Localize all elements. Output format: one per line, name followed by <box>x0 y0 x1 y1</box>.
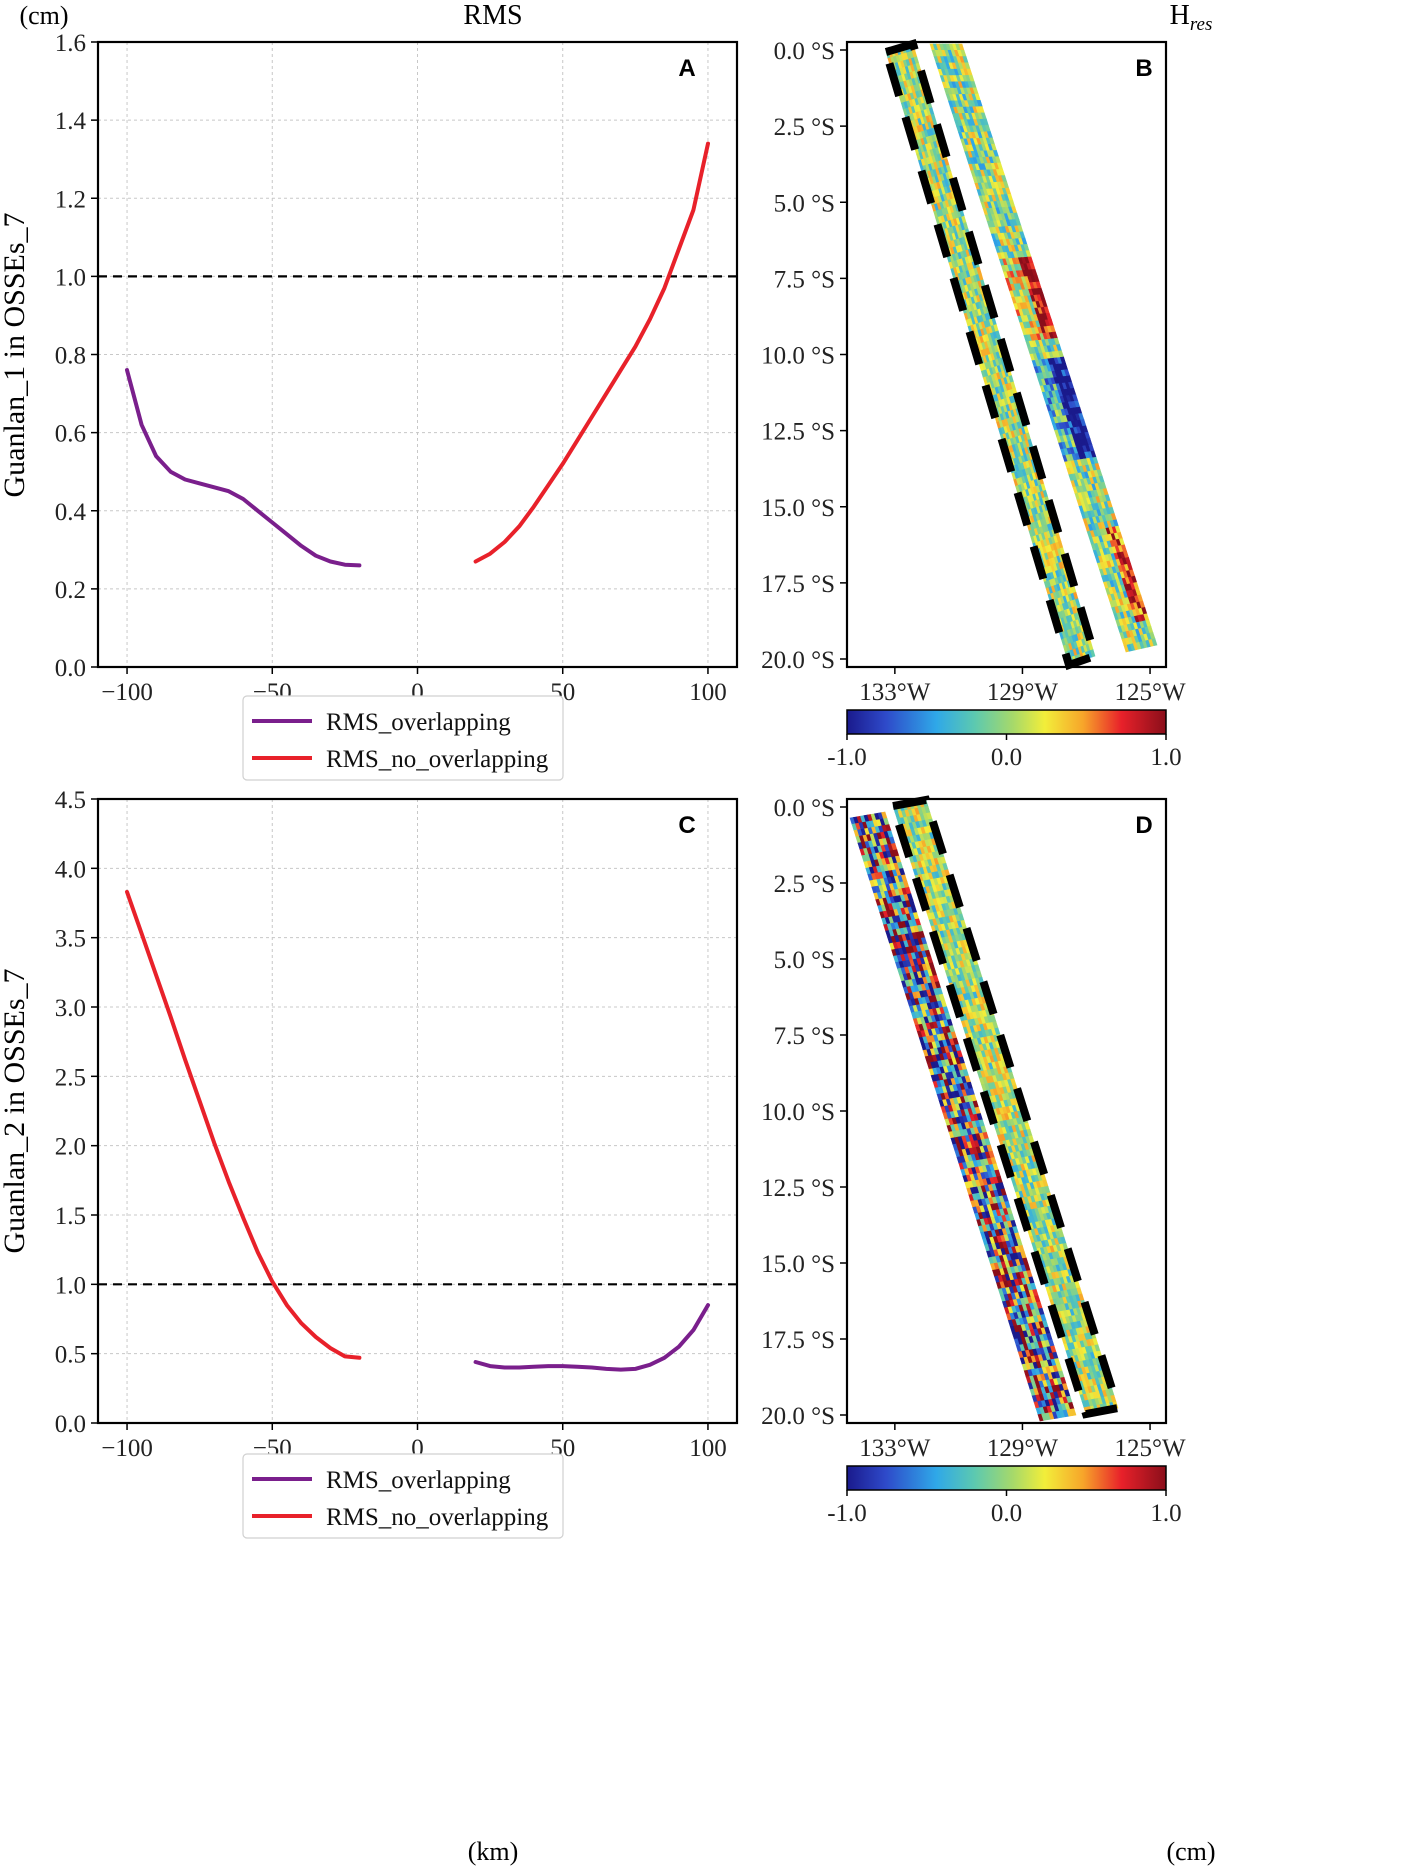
colorbar: -1.0 0.0 1.0 <box>827 1465 1182 1527</box>
legend-label-rms-no-overlapping: RMS_no_overlapping <box>326 1504 549 1531</box>
colorbar: -1.0 0.0 1.0 <box>827 709 1182 771</box>
y-tick-label: 1.6 <box>55 30 86 57</box>
y-tick-label: 0.8 <box>55 343 86 370</box>
colorbar-gradient <box>846 1465 1167 1491</box>
y-tick-label: 3.5 <box>55 926 86 953</box>
legend-label-rms-overlapping: RMS_overlapping <box>326 1467 511 1494</box>
series-line-rms-overlapping <box>125 368 362 568</box>
colorbar-gradient <box>846 709 1167 735</box>
panel-b-hres-map: 0.0 °S 2.5 °S 5.0 °S 7.5 °S 10.0 °S 12.5 °S 15… <box>761 38 1186 771</box>
lon-tick-label: 133°W <box>859 1435 930 1462</box>
y-tick-label: 0.0 <box>55 1411 86 1438</box>
grid-lines <box>98 41 737 668</box>
y-tick-label: 0.5 <box>55 1342 86 1369</box>
swath-stripe <box>892 799 1119 1415</box>
lat-tick-label: 5.0 °S <box>774 947 835 974</box>
hres-title-main: H <box>1170 0 1190 31</box>
lat-tick-label: 15.0 °S <box>761 1251 835 1278</box>
overlap-region-outline <box>887 795 1124 1419</box>
panel-letter: D <box>1135 812 1152 839</box>
lat-tick-label: 7.5 °S <box>774 1023 835 1050</box>
lat-tick-label: 5.0 °S <box>774 190 835 217</box>
lat-tick-label: 0.0 °S <box>774 38 835 65</box>
y-tick-label: 4.5 <box>55 787 86 814</box>
lat-tick-label: 10.0 °S <box>761 1099 835 1126</box>
y-tick-label: 1.4 <box>55 108 87 135</box>
overlap-region-outline <box>881 39 1100 671</box>
swath-cell <box>1090 649 1096 658</box>
rms-column-title: RMS <box>463 0 522 31</box>
y-tick-label: 1.5 <box>55 1203 86 1230</box>
legend-box <box>242 1453 564 1539</box>
y-axis-label: Guanlan_1 in OSSEs_7 <box>0 213 31 498</box>
series-line-rms-no-overlapping <box>125 889 362 1360</box>
lon-tick-label: 129°W <box>987 1435 1058 1462</box>
series-line-rms-no-overlapping <box>473 141 710 564</box>
colorbar-tick-label: 0.0 <box>991 1500 1022 1527</box>
legend: RMS_overlapping RMS_no_overlapping <box>242 1453 564 1539</box>
lat-tick-label: 0.0 °S <box>774 795 835 822</box>
y-tick-label: 2.5 <box>55 1064 86 1091</box>
colorbar-tick-label: 0.0 <box>991 744 1022 771</box>
y-tick-label: 4.0 <box>55 856 86 883</box>
lat-tick-label: 12.5 °S <box>761 1175 835 1202</box>
hres-column-title: Hres <box>1170 0 1213 35</box>
x-tick-label: 100 <box>689 679 727 706</box>
y-axis-label: Guanlan_2 in OSSEs_7 <box>0 969 31 1254</box>
colorbar-tick-label: -1.0 <box>827 744 867 771</box>
legend-label-rms-no-overlapping: RMS_no_overlapping <box>326 746 549 773</box>
lon-tick-label: 129°W <box>987 679 1058 706</box>
lon-tick-label: 125°W <box>1115 679 1186 706</box>
y-tick-label: 3.0 <box>55 995 86 1022</box>
y-tick-label: 1.0 <box>55 1272 86 1299</box>
y-tick-label: 2.0 <box>55 1134 86 1161</box>
lat-tick-label: 2.5 °S <box>774 114 835 141</box>
x-tick-label: −100 <box>101 1435 153 1462</box>
swath-stripe <box>849 811 1077 1422</box>
lat-tick-label: 20.0 °S <box>761 647 835 674</box>
colorbar-unit-cm: (cm) <box>1166 1837 1215 1866</box>
y-tick-label: 1.0 <box>55 264 86 291</box>
lon-tick-label: 125°W <box>1115 1435 1186 1462</box>
lat-tick-label: 17.5 °S <box>761 1327 835 1354</box>
legend: RMS_overlapping RMS_no_overlapping <box>242 695 564 781</box>
colorbar-tick-label: 1.0 <box>1150 744 1181 771</box>
legend-label-rms-overlapping: RMS_overlapping <box>326 709 511 736</box>
swath-cell <box>1151 638 1158 647</box>
swath-stripe <box>929 43 1158 653</box>
y-tick-label: 1.2 <box>55 186 86 213</box>
panel-a-rms-chart: −100 −50 0 50 1000.00.20.40.60.81.01.21.41.6… <box>0 30 739 781</box>
x-axis-unit-km: (km) <box>468 1837 519 1866</box>
lat-tick-label: 20.0 °S <box>761 1403 835 1430</box>
grid-lines <box>98 798 737 1424</box>
y-tick-label: 0.4 <box>55 499 87 526</box>
lat-tick-label: 12.5 °S <box>761 419 835 446</box>
colorbar-tick-label: -1.0 <box>827 1500 867 1527</box>
x-tick-label: −100 <box>101 679 153 706</box>
y-tick-label: 0.6 <box>55 421 86 448</box>
unit-cm-label: (cm) <box>19 1 68 30</box>
hres-title-sub: res <box>1190 14 1213 35</box>
lat-tick-label: 2.5 °S <box>774 871 835 898</box>
swath-cell <box>1070 1408 1077 1416</box>
lat-tick-label: 15.0 °S <box>761 495 835 522</box>
lat-tick-label: 17.5 °S <box>761 571 835 598</box>
legend-box <box>242 695 564 781</box>
colorbar-tick-label: 1.0 <box>1150 1500 1181 1527</box>
series-line-rms-overlapping <box>473 1303 710 1372</box>
panel-letter: B <box>1135 55 1152 82</box>
lat-tick-label: 7.5 °S <box>774 266 835 293</box>
y-tick-label: 0.2 <box>55 577 86 604</box>
y-tick-label: 0.0 <box>55 655 86 682</box>
panel-letter: C <box>678 812 695 839</box>
panel-letter: A <box>678 55 695 82</box>
x-tick-label: 100 <box>689 1435 727 1462</box>
panel-c-rms-chart: −100 −50 0 50 1000.00.51.01.52.02.53.03.54.0… <box>0 787 739 1539</box>
lat-tick-label: 10.0 °S <box>761 343 835 370</box>
panel-d-hres-map: 0.0 °S 2.5 °S 5.0 °S 7.5 °S 10.0 °S 12.5 °S 15… <box>761 795 1186 1527</box>
lon-tick-label: 133°W <box>859 679 930 706</box>
